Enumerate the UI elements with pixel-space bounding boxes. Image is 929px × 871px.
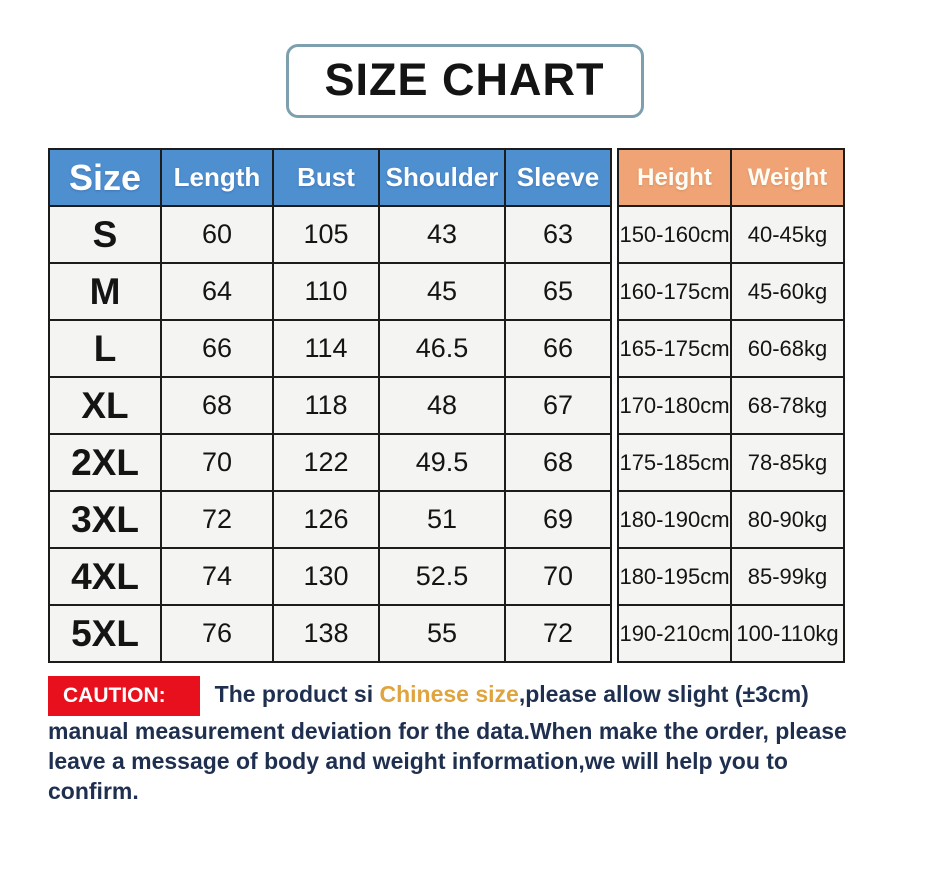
cell-shoulder: 46.5 [378,319,506,378]
cell-height: 180-190cm [617,490,732,549]
cell-shoulder: 52.5 [378,547,506,606]
header-height: Height [617,148,732,207]
cell-length: 72 [160,490,274,549]
cell-height: 175-185cm [617,433,732,492]
cell-height: 150-160cm [617,205,732,264]
cell-size: 2XL [48,433,162,492]
cell-bust: 122 [272,433,380,492]
header-bust: Bust [272,148,380,207]
cell-sleeve: 66 [504,319,612,378]
cell-weight: 85-99kg [730,547,845,606]
table-row: 170-180cm 68-78kg [617,376,845,435]
cell-length: 74 [160,547,274,606]
size-chart-tables: Size Length Bust Shoulder Sleeve S 60 105 4… [48,148,929,663]
title-box: SIZE CHART [285,44,644,118]
cell-weight: 45-60kg [730,262,845,321]
cell-weight: 78-85kg [730,433,845,492]
table-row: 165-175cm 60-68kg [617,319,845,378]
table-row: XL 68 118 48 67 [48,376,612,435]
cell-weight: 40-45kg [730,205,845,264]
header-length: Length [160,148,274,207]
cell-height: 170-180cm [617,376,732,435]
cell-length: 76 [160,604,274,663]
cell-height: 190-210cm [617,604,732,663]
cell-size: M [48,262,162,321]
header-shoulder: Shoulder [378,148,506,207]
cell-shoulder: 43 [378,205,506,264]
cell-size: L [48,319,162,378]
cell-bust: 118 [272,376,380,435]
cell-length: 66 [160,319,274,378]
table-row: 160-175cm 45-60kg [617,262,845,321]
table-row: S 60 105 43 63 [48,205,612,264]
table-row: 2XL 70 122 49.5 68 [48,433,612,492]
cell-shoulder: 49.5 [378,433,506,492]
cell-bust: 130 [272,547,380,606]
cell-bust: 110 [272,262,380,321]
cell-length: 68 [160,376,274,435]
table-row: L 66 114 46.5 66 [48,319,612,378]
cell-height: 180-195cm [617,547,732,606]
cell-shoulder: 51 [378,490,506,549]
cell-size: XL [48,376,162,435]
cell-height: 160-175cm [617,262,732,321]
cell-shoulder: 48 [378,376,506,435]
table-row: 5XL 76 138 55 72 [48,604,612,663]
cell-sleeve: 69 [504,490,612,549]
table-row: 180-190cm 80-90kg [617,490,845,549]
table-row: 190-210cm 100-110kg [617,604,845,663]
measurements-table: Size Length Bust Shoulder Sleeve S 60 105 4… [48,148,612,663]
cell-length: 60 [160,205,274,264]
cell-size: 3XL [48,490,162,549]
table-row: 150-160cm 40-45kg [617,205,845,264]
table-row: 180-195cm 85-99kg [617,547,845,606]
cell-weight: 60-68kg [730,319,845,378]
caution-badge: CAUTION: [48,676,200,716]
cell-sleeve: 68 [504,433,612,492]
cell-sleeve: 72 [504,604,612,663]
cell-weight: 100-110kg [730,604,845,663]
table-row: 3XL 72 126 51 69 [48,490,612,549]
header-row: Height Weight [617,148,845,207]
cell-size: S [48,205,162,264]
caution-text: CAUTION: The product si Chinese size,plea… [48,676,884,806]
caution-text-before: The product si [214,681,380,707]
cell-bust: 126 [272,490,380,549]
cell-shoulder: 45 [378,262,506,321]
cell-sleeve: 63 [504,205,612,264]
header-size: Size [48,148,162,207]
header-row: Size Length Bust Shoulder Sleeve [48,148,612,207]
header-weight: Weight [730,148,845,207]
cell-height: 165-175cm [617,319,732,378]
cell-size: 5XL [48,604,162,663]
cell-bust: 105 [272,205,380,264]
cell-sleeve: 65 [504,262,612,321]
cell-weight: 80-90kg [730,490,845,549]
caution-text-after: ,please allow slight (±3cm) manual measu… [48,681,847,804]
page-title: SIZE CHART [324,54,605,105]
caution-highlight: Chinese size [379,681,519,707]
measurements-table-body: S 60 105 43 63 M 64 110 45 65 L 66 114 46.5 66 XL 68 118 4… [48,205,612,663]
height-weight-table-body: 150-160cm 40-45kg 160-175cm 45-60kg 165-175c… [617,205,845,663]
header-sleeve: Sleeve [504,148,612,207]
cell-shoulder: 55 [378,604,506,663]
cell-sleeve: 67 [504,376,612,435]
table-row: 175-185cm 78-85kg [617,433,845,492]
cell-size: 4XL [48,547,162,606]
cell-weight: 68-78kg [730,376,845,435]
table-row: M 64 110 45 65 [48,262,612,321]
cell-sleeve: 70 [504,547,612,606]
height-weight-table: Height Weight 150-160cm 40-45kg 160-175cm 4… [617,148,845,663]
cell-bust: 138 [272,604,380,663]
table-row: 4XL 74 130 52.5 70 [48,547,612,606]
cell-length: 64 [160,262,274,321]
cell-bust: 114 [272,319,380,378]
cell-length: 70 [160,433,274,492]
